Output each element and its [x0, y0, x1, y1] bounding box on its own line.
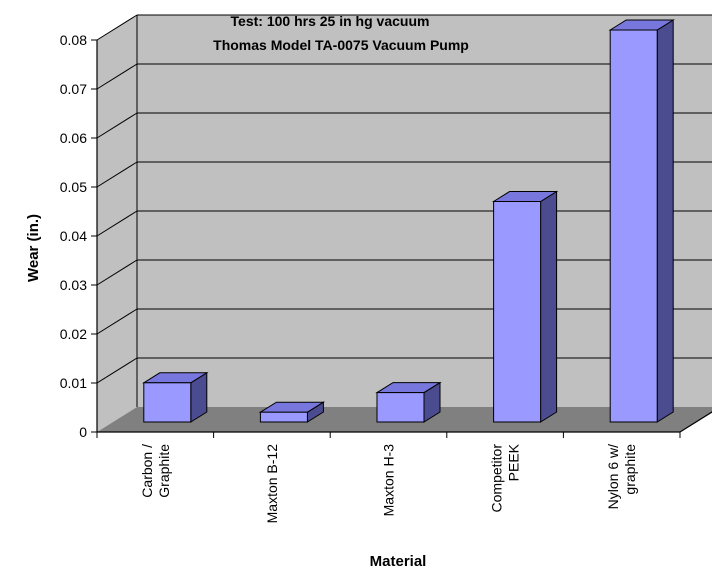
- gridline-side: [96, 308, 138, 335]
- floor-right-edge: [679, 411, 712, 433]
- x-category-label-line: Maxton H-3: [381, 444, 397, 517]
- bar-front: [376, 392, 425, 423]
- gridline-side: [96, 259, 138, 286]
- x-axis-label: Material: [370, 553, 427, 569]
- y-tick-label: 0.05: [60, 179, 87, 195]
- bar-side: [656, 19, 674, 423]
- bar-side: [540, 190, 558, 423]
- x-category-label-line: graphite: [622, 444, 638, 495]
- gridline-side: [96, 63, 138, 90]
- x-category-label-line: Carbon /: [139, 444, 155, 498]
- bar: [258, 401, 326, 423]
- y-tick-label: 0.06: [60, 130, 87, 146]
- x-category-labels: Carbon / Graphite Maxton B-12 Maxton H-3 Com…: [139, 443, 638, 523]
- gridline-side: [96, 357, 138, 384]
- bar-front: [609, 29, 658, 423]
- x-category-label: Maxton B-12: [264, 444, 280, 524]
- gridline-side: [96, 210, 138, 237]
- x-category-label-line: PEEK: [506, 443, 522, 481]
- bar: [375, 381, 442, 423]
- y-tick-label: 0.01: [60, 375, 87, 391]
- chart-subtitle: Thomas Model TA-0075 Vacuum Pump: [213, 37, 469, 53]
- y-tick-label: 0.04: [60, 228, 87, 244]
- y-axis-label: Wear (in.): [25, 214, 42, 282]
- bar: [142, 371, 209, 423]
- gridline-side: [96, 14, 138, 41]
- bar-front: [143, 382, 192, 423]
- bar-front: [493, 201, 542, 423]
- bar: [608, 19, 675, 423]
- x-category-label: Maxton H-3: [381, 444, 397, 517]
- y-tick-label: 0.08: [60, 32, 87, 48]
- x-category-label: Nylon 6 w/graphite: [605, 444, 638, 510]
- x-category-label-line: Graphite: [156, 444, 172, 498]
- x-category-label: Carbon / Graphite: [139, 444, 172, 498]
- y-tick-label: 0: [79, 424, 87, 440]
- x-category-label: Competitor PEEK: [489, 443, 522, 512]
- y-tick-labels: 0 0.01 0.02 0.03 0.04 0.05 0.06 0.07 0.08: [60, 32, 87, 440]
- gridline-side: [96, 161, 138, 188]
- bar-front: [259, 411, 308, 423]
- x-category-label-line: Nylon 6 w/: [605, 444, 621, 509]
- bars: [142, 19, 675, 423]
- axes: [91, 39, 712, 438]
- gridline-side: [96, 112, 138, 139]
- y-tick-label: 0.07: [60, 81, 87, 97]
- chart-title: Test: 100 hrs 25 in hg vacuum: [231, 13, 430, 29]
- x-category-label-line: Maxton B-12: [264, 444, 280, 524]
- y-tick-label: 0.03: [60, 277, 87, 293]
- x-category-label-line: Competitor: [489, 444, 505, 513]
- bar: [491, 190, 559, 423]
- y-tick-label: 0.02: [60, 326, 87, 342]
